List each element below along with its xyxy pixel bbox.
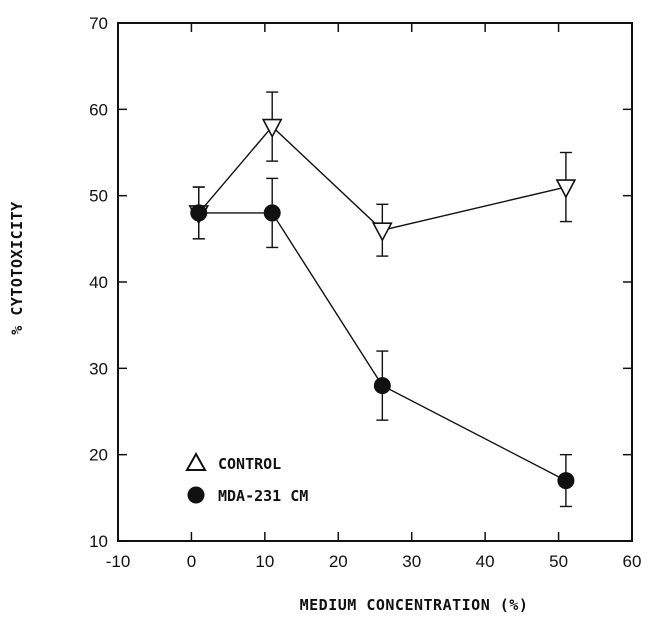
- series-line: [198, 212, 567, 482]
- data-point: [372, 222, 393, 242]
- y-tick-label: 70: [89, 14, 108, 33]
- x-tick-label: 10: [255, 552, 274, 571]
- series-control: [188, 91, 577, 257]
- x-tick-label: 40: [476, 552, 495, 571]
- x-tick-label: 20: [329, 552, 348, 571]
- data-point: [263, 204, 281, 222]
- series-line: [198, 125, 567, 231]
- legend: CONTROL MDA-231 CM: [185, 451, 308, 505]
- legend-label: CONTROL: [218, 455, 281, 473]
- data-point: [373, 377, 391, 395]
- axes: -10 0 10 20 30 40 50 60 10 20 30 40 50 60 70: [89, 14, 641, 571]
- x-tick-label: 50: [549, 552, 568, 571]
- x-axis-title: MEDIUM CONCENTRATION (%): [300, 596, 529, 614]
- x-tick-label: 0: [187, 552, 196, 571]
- x-tick-label: 30: [402, 552, 421, 571]
- x-tick-label: 60: [623, 552, 642, 571]
- y-tick-label: 60: [89, 100, 108, 119]
- series-mda-231-cm: [190, 177, 575, 508]
- y-tick-label: 40: [89, 273, 108, 292]
- data-point: [555, 179, 577, 199]
- series-layer: [188, 91, 577, 508]
- data-point: [557, 472, 575, 490]
- y-axis-title: % CYTOTOXICITY: [8, 201, 26, 334]
- legend-symbol: [185, 451, 207, 471]
- legend-symbol: [187, 486, 205, 504]
- y-tick-label: 50: [89, 187, 108, 206]
- x-tick-label: -10: [106, 552, 131, 571]
- y-tick-label: 20: [89, 446, 108, 465]
- data-point: [190, 204, 208, 222]
- data-point: [261, 118, 283, 139]
- y-tick-label: 10: [89, 532, 108, 551]
- y-tick-label: 30: [89, 359, 108, 378]
- legend-label: MDA-231 CM: [218, 487, 308, 505]
